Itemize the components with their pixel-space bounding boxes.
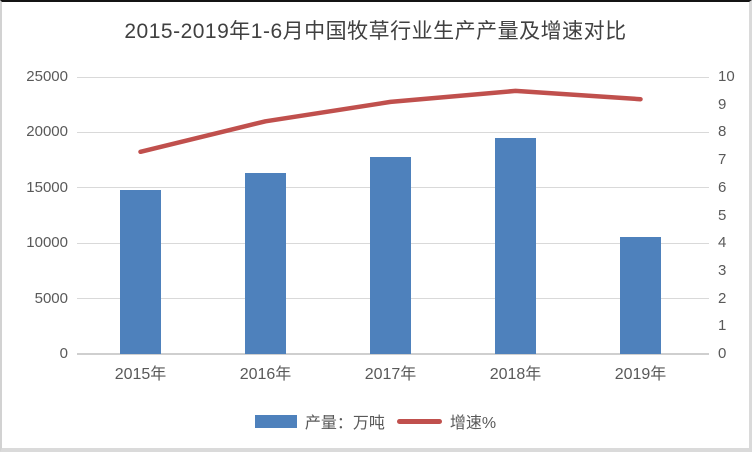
- y-axis-right-tick: 2: [718, 289, 727, 307]
- production-bar: [245, 172, 286, 354]
- y-axis-right-tick: 1: [718, 317, 727, 335]
- y-axis-left-tick: 25000: [26, 68, 68, 85]
- y-axis-right-tick: 4: [718, 234, 727, 252]
- legend-line-swatch: [396, 418, 442, 424]
- legend-bar-swatch: [254, 414, 297, 428]
- chart-title: 2015-2019年1-6月中国牧草行业生产产量及增速对比: [124, 20, 627, 43]
- y-axis-left-tick: 15000: [26, 178, 68, 196]
- y-axis-right-tick: 8: [718, 123, 727, 141]
- production-bar: [120, 190, 161, 354]
- y-axis-right-tick: 6: [718, 178, 727, 196]
- x-axis-category-label: 2015年: [114, 366, 167, 383]
- y-axis-right-tick: 9: [718, 95, 727, 113]
- x-axis-category-label: 2017年: [364, 366, 417, 383]
- legend: 产量：万吨 增速%: [2, 409, 749, 433]
- y-axis-left-tick: 10000: [26, 234, 68, 252]
- production-bar: [620, 236, 661, 354]
- x-axis-category-label: 2019年: [614, 366, 667, 383]
- gridline: [77, 76, 709, 78]
- x-axis-line: [77, 353, 709, 355]
- y-axis-right-tick: 3: [718, 261, 727, 279]
- x-axis-category-label: 2018年: [489, 366, 542, 383]
- production-bar: [495, 138, 536, 354]
- gridline: [77, 131, 709, 133]
- y-axis-right-tick: 5: [718, 206, 727, 224]
- y-axis-left-tick: 5000: [34, 289, 68, 307]
- x-axis-category-label: 2016年: [239, 366, 292, 383]
- y-axis-right-tick: 7: [718, 151, 727, 169]
- y-axis-right-tick: 10: [718, 68, 735, 85]
- y-axis-left-tick: 0: [59, 345, 68, 362]
- y-axis-left-tick: 20000: [26, 123, 68, 141]
- legend-line-label: 增速%: [449, 415, 497, 432]
- production-bar: [370, 157, 411, 354]
- legend-bar-label: 产量：万吨: [304, 415, 385, 432]
- y-axis-right-tick: 0: [718, 345, 727, 362]
